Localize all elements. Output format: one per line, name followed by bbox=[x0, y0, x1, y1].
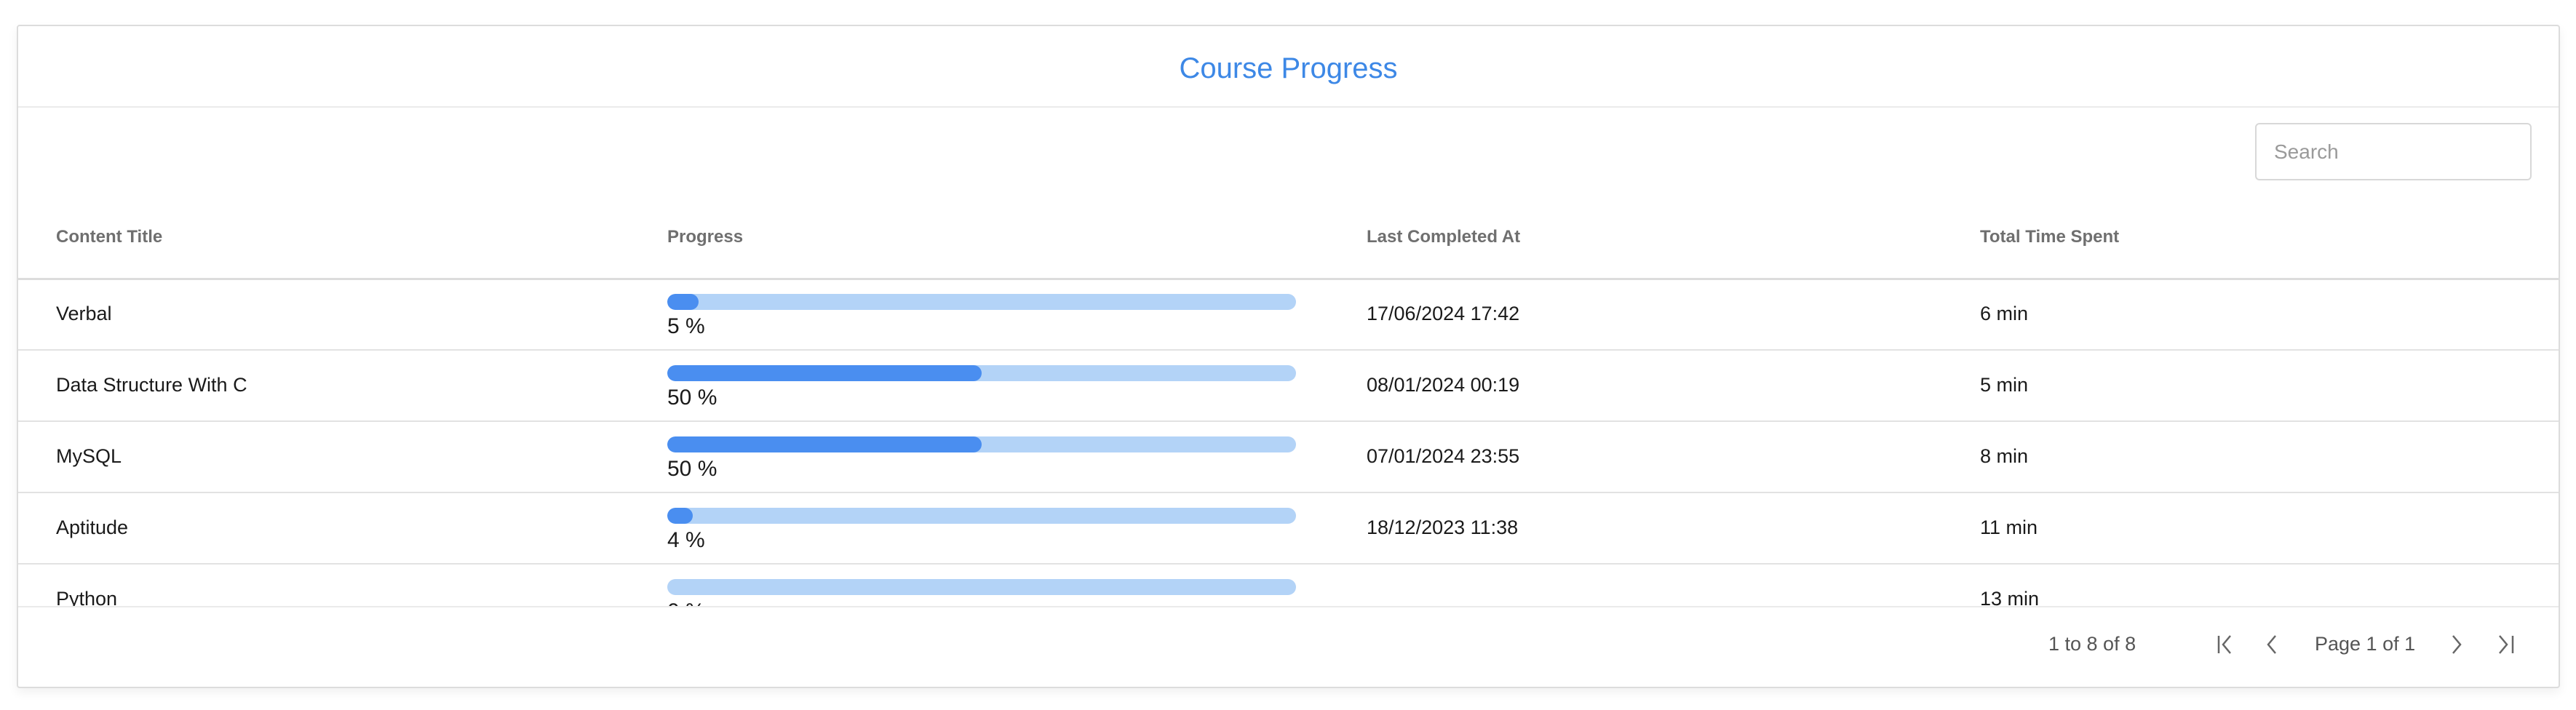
content-title: Aptitude bbox=[56, 516, 129, 538]
prev-page-button[interactable] bbox=[2267, 635, 2276, 654]
next-page-button[interactable] bbox=[2452, 635, 2462, 654]
footer-border bbox=[18, 606, 2559, 607]
last-completed: 17/06/2024 17:42 bbox=[1367, 303, 1520, 324]
progress-track bbox=[667, 579, 1296, 595]
pagination-nav bbox=[2217, 635, 2276, 654]
pagination-summary: 1 to 8 of 8 bbox=[2048, 633, 2136, 655]
last-completed: 07/01/2024 23:55 bbox=[1367, 445, 1520, 467]
content-title: Verbal bbox=[56, 303, 112, 324]
progress-track bbox=[667, 436, 1296, 452]
progress-track bbox=[667, 508, 1296, 524]
table-row: Aptitude 4 % 18/12/2023 11:38 11 min bbox=[18, 493, 2559, 565]
progress-label: 50 % bbox=[667, 386, 717, 410]
column-header[interactable]: Total Time Spent bbox=[1980, 227, 2120, 247]
progress-label: 50 % bbox=[667, 457, 717, 481]
progress-bar bbox=[667, 508, 693, 524]
card: Course Progress Search Content Title Pro… bbox=[17, 25, 2560, 688]
divider bbox=[18, 106, 2559, 108]
last-completed: 18/12/2023 11:38 bbox=[1367, 516, 1519, 538]
progress-track bbox=[667, 365, 1296, 381]
table-row: Python 0 % 13 min bbox=[18, 565, 2559, 606]
time-spent: 6 min bbox=[1980, 303, 2029, 324]
first-page-button[interactable] bbox=[2217, 635, 2231, 654]
progress-label: 5 % bbox=[667, 314, 705, 338]
content-title: Data Structure With C bbox=[56, 374, 247, 396]
last-page-button[interactable] bbox=[2499, 635, 2514, 654]
progress-label: 4 % bbox=[667, 528, 705, 552]
column-header[interactable]: Progress bbox=[667, 227, 744, 247]
column-header[interactable]: Last Completed At bbox=[1367, 227, 1521, 247]
time-spent: 5 min bbox=[1980, 374, 2029, 396]
time-spent: 8 min bbox=[1980, 445, 2029, 467]
pagination-page: Page 1 of 1 bbox=[2315, 633, 2416, 655]
progress-bar bbox=[667, 365, 982, 381]
column-header[interactable]: Content Title bbox=[56, 227, 163, 247]
content-title: Python bbox=[56, 588, 118, 606]
progress-label: 0 % bbox=[667, 599, 705, 606]
card-title: Course Progress bbox=[1179, 52, 1398, 84]
time-spent: 11 min bbox=[1980, 516, 2038, 538]
table-row: Data Structure With C 50 % 08/01/2024 00:1… bbox=[18, 351, 2559, 422]
table-row: Verbal 5 % 17/06/2024 17:42 6 min bbox=[18, 279, 2559, 351]
progress-track bbox=[667, 294, 1296, 310]
last-completed: 08/01/2024 00:19 bbox=[1367, 374, 1520, 396]
content-title: MySQL bbox=[56, 445, 122, 467]
table-body: Verbal 5 % 17/06/2024 17:42 6 min Data Struc… bbox=[18, 279, 2559, 606]
time-spent: 13 min bbox=[1980, 588, 2040, 606]
progress-bar bbox=[667, 294, 699, 310]
pagination-nav bbox=[2452, 635, 2514, 654]
progress-bar bbox=[667, 436, 982, 452]
table-row: MySQL 50 % 07/01/2024 23:55 8 min bbox=[18, 422, 2559, 493]
search-input[interactable]: Search bbox=[2255, 123, 2532, 180]
header-border bbox=[18, 278, 2559, 280]
